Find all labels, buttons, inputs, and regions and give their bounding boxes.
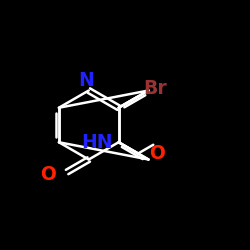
Text: HN: HN [82, 133, 113, 152]
Text: O: O [40, 165, 56, 184]
Text: O: O [149, 144, 165, 163]
Text: Br: Br [144, 80, 168, 98]
Text: N: N [78, 71, 94, 90]
